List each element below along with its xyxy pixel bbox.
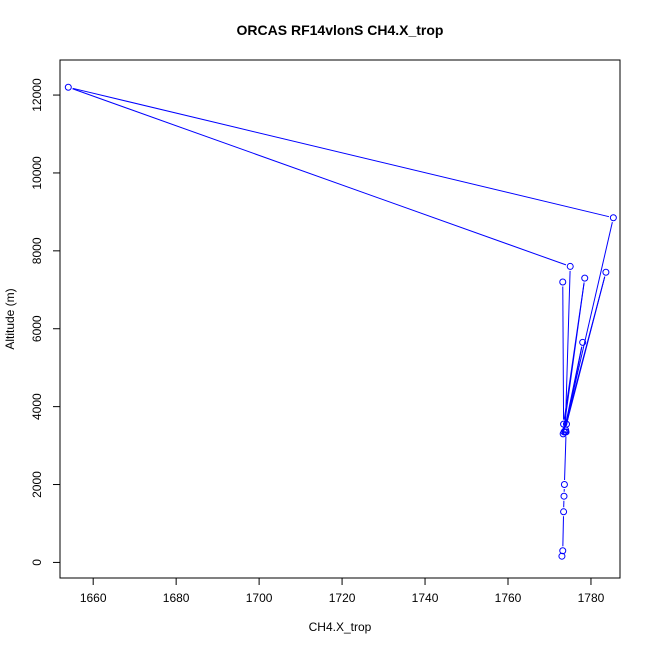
plot-area xyxy=(59,59,621,579)
data-point xyxy=(562,420,570,428)
x-tick-label: 1780 xyxy=(578,591,605,605)
data-point xyxy=(560,492,568,500)
data-point xyxy=(559,278,567,286)
data-point xyxy=(559,547,567,555)
x-tick-label: 1660 xyxy=(80,591,107,605)
series-line-segment xyxy=(563,276,606,430)
data-point xyxy=(579,338,587,346)
x-tick-label: 1680 xyxy=(163,591,190,605)
series-line-segment xyxy=(563,282,585,420)
x-axis: 1660 1680 1700 1720 1740 1760 1780 xyxy=(80,577,605,605)
y-tick-label: 4000 xyxy=(30,393,44,420)
y-tick-label: 12000 xyxy=(30,78,44,112)
chart-title: ORCAS RF14vlonS CH4.X_trop xyxy=(237,22,444,38)
x-tick-label: 1760 xyxy=(495,591,522,605)
data-point xyxy=(64,83,72,91)
data-point xyxy=(566,262,574,270)
data-point xyxy=(602,268,610,276)
series-line-segment xyxy=(564,436,567,481)
y-tick-label: 8000 xyxy=(30,237,44,264)
y-tick-label: 0 xyxy=(30,559,44,566)
data-point xyxy=(560,481,568,489)
y-axis: 0 2000 4000 6000 8000 10000 12000 xyxy=(30,78,61,566)
series-layer xyxy=(64,83,617,560)
data-point xyxy=(609,214,617,222)
x-tick-label: 1720 xyxy=(329,591,356,605)
series-line-segment xyxy=(562,286,565,420)
data-point xyxy=(560,420,568,428)
x-axis-label: CH4.X_trop xyxy=(309,620,372,634)
x-tick-label: 1700 xyxy=(246,591,273,605)
series-line-segment xyxy=(562,516,564,547)
y-tick-label: 6000 xyxy=(30,315,44,342)
data-point xyxy=(560,508,568,516)
data-point xyxy=(559,430,567,438)
y-tick-label: 10000 xyxy=(30,156,44,190)
series-line-segment xyxy=(72,88,567,266)
series-line-segment xyxy=(564,270,571,428)
series-line-segment xyxy=(72,87,610,218)
y-tick-label: 2000 xyxy=(30,471,44,498)
x-tick-label: 1740 xyxy=(412,591,439,605)
data-point xyxy=(581,274,589,282)
y-axis-label: Altitude (m) xyxy=(3,288,17,349)
